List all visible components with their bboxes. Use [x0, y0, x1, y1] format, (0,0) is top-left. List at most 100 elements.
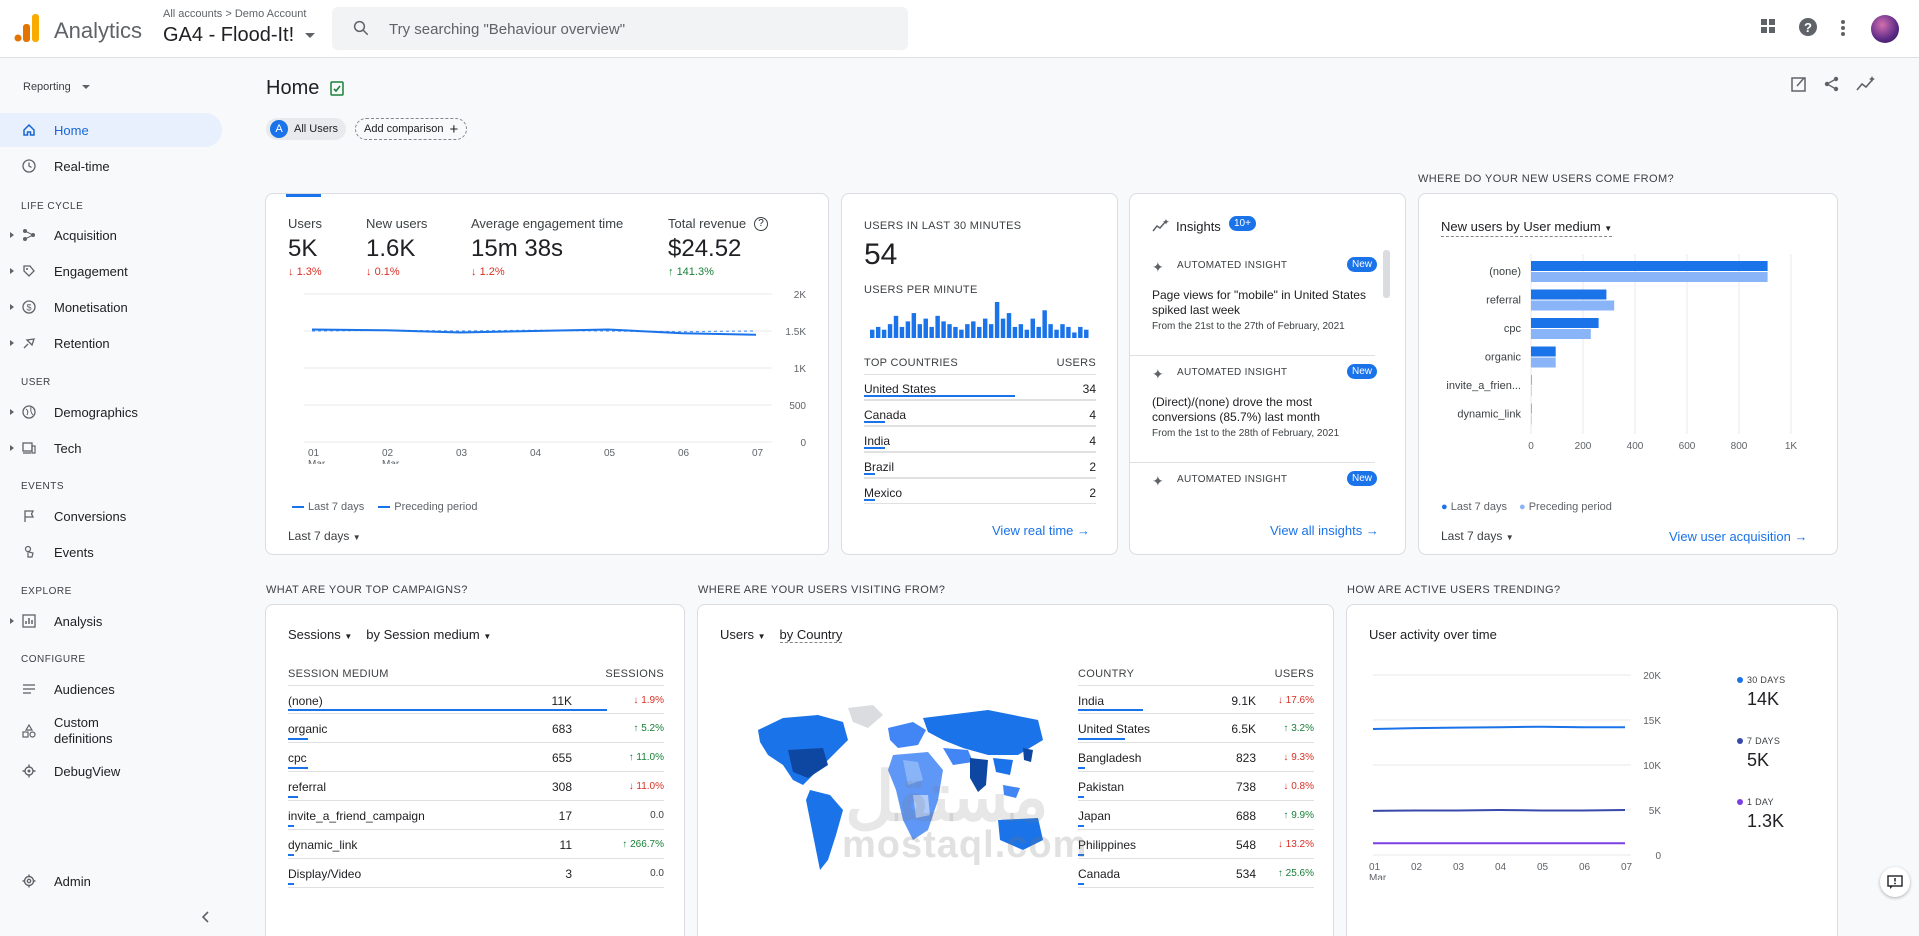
minute-bar[interactable]: [1072, 332, 1077, 338]
legend-entry[interactable]: 7 DAYS 5K: [1737, 732, 1780, 771]
sidebar-item-home[interactable]: Home: [0, 113, 222, 147]
table-row[interactable]: United States 6.5K ↑ 3.2%: [1078, 714, 1314, 743]
acquisition-date-range[interactable]: Last 7 days ▼: [1441, 529, 1514, 543]
minute-bar[interactable]: [971, 321, 976, 338]
table-row[interactable]: Display/Video 3 0.0: [288, 859, 664, 888]
expand-arrow-icon[interactable]: [10, 268, 14, 274]
expand-arrow-icon[interactable]: [10, 445, 14, 451]
bar-preceding-period[interactable]: [1531, 386, 1532, 396]
table-row[interactable]: (none) 11K ↓ 1.9%: [288, 685, 664, 714]
insight-item[interactable]: ✦ AUTOMATED INSIGHT New Page views for "mob…: [1130, 249, 1378, 356]
sidebar-item-monetisation[interactable]: $ Monetisation: [0, 290, 222, 324]
table-row[interactable]: Canada 534 ↑ 25.6%: [1078, 859, 1314, 888]
minute-bar[interactable]: [1060, 324, 1065, 338]
minute-bar[interactable]: [1054, 329, 1059, 338]
view-user-acquisition-link[interactable]: View user acquisition →: [1669, 529, 1808, 544]
minute-bar[interactable]: [923, 318, 928, 338]
expand-arrow-icon[interactable]: [10, 340, 14, 346]
minute-bar[interactable]: [881, 329, 887, 338]
table-row[interactable]: organic 683 ↑ 5.2%: [288, 714, 664, 743]
minute-bar[interactable]: [977, 326, 982, 338]
feedback-button[interactable]: [1880, 867, 1910, 897]
all-users-chip[interactable]: A All Users: [266, 118, 347, 140]
insight-item[interactable]: ✦ AUTOMATED INSIGHT New: [1130, 463, 1378, 554]
minute-bar[interactable]: [994, 302, 1000, 338]
minute-bar[interactable]: [1024, 329, 1030, 338]
sidebar-item-custom-definitions[interactable]: Custom definitions: [0, 710, 222, 750]
sidebar-item-conversions[interactable]: Conversions: [0, 499, 222, 533]
dimension-dropdown[interactable]: by Country: [779, 627, 843, 643]
avatar[interactable]: [1871, 15, 1899, 43]
help-icon[interactable]: ?: [1798, 17, 1818, 37]
bar-last-7-days[interactable]: [1531, 346, 1556, 357]
sidebar-item-retention[interactable]: Retention: [0, 326, 222, 360]
legend-entry[interactable]: 1 DAY 1.3K: [1737, 793, 1784, 832]
metric-3[interactable]: Total revenue $24.52 ↑ 141.3%?: [668, 216, 768, 278]
add-comparison-button[interactable]: Add comparison +: [355, 118, 468, 140]
bar-preceding-period[interactable]: [1531, 272, 1768, 282]
minute-bar[interactable]: [1000, 318, 1006, 338]
minute-bar[interactable]: [982, 318, 988, 338]
table-row[interactable]: India 9.1K ↓ 17.6%: [1078, 685, 1314, 714]
insights-scrollbar[interactable]: [1383, 250, 1390, 298]
sidebar-item-demographics[interactable]: Demographics: [0, 395, 222, 429]
table-row[interactable]: dynamic_link 11 ↑ 266.7%: [288, 830, 664, 859]
expand-arrow-icon[interactable]: [10, 618, 14, 624]
help-circle-icon[interactable]: ?: [754, 217, 768, 231]
insights-sparkle-icon[interactable]: [1856, 75, 1876, 93]
view-all-insights-link[interactable]: View all insights →: [1270, 523, 1379, 538]
minute-bar[interactable]: [1036, 326, 1041, 338]
table-row[interactable]: India 4: [864, 426, 1096, 452]
table-row[interactable]: Brazil 2: [864, 452, 1096, 478]
minute-bar[interactable]: [1066, 326, 1071, 338]
minute-bar[interactable]: [899, 326, 905, 338]
minute-bar[interactable]: [875, 326, 881, 338]
minute-bar[interactable]: [905, 321, 911, 338]
table-row[interactable]: Philippines 548 ↓ 13.2%: [1078, 830, 1314, 859]
legend-entry[interactable]: 30 DAYS 14K: [1737, 671, 1785, 710]
minute-bar[interactable]: [988, 324, 994, 338]
metric-2[interactable]: Average engagement time 15m 38s ↓ 1.2%: [471, 216, 623, 278]
dimension-dropdown[interactable]: by Session medium ▼: [366, 627, 491, 642]
sidebar-item-debugview[interactable]: DebugView: [0, 754, 222, 788]
metric-1[interactable]: New users 1.6K ↓ 0.1%: [366, 216, 427, 278]
minute-bar[interactable]: [1078, 326, 1083, 338]
minute-bar[interactable]: [1030, 318, 1035, 338]
insight-item[interactable]: ✦ AUTOMATED INSIGHT New (Direct)/(none) dro…: [1130, 356, 1378, 463]
expand-arrow-icon[interactable]: [10, 409, 14, 415]
bar-preceding-period[interactable]: [1531, 329, 1591, 339]
bar-preceding-period[interactable]: [1531, 357, 1556, 368]
verified-check-icon[interactable]: [329, 80, 345, 96]
metric-dropdown[interactable]: Users ▼: [720, 627, 766, 643]
sidebar-item-tech[interactable]: Tech: [0, 431, 222, 465]
sidebar-item-audiences[interactable]: Audiences: [0, 672, 222, 706]
minute-bar[interactable]: [1084, 329, 1089, 338]
share-icon[interactable]: [1823, 75, 1841, 93]
search-bar[interactable]: Try searching "Behaviour overview": [332, 7, 908, 50]
metric-dimension-dropdown[interactable]: New users by User medium ▼: [1441, 219, 1613, 237]
account-caret-icon[interactable]: [305, 33, 315, 38]
table-row[interactable]: Pakistan 738 ↓ 0.8%: [1078, 772, 1314, 801]
minute-bar[interactable]: [893, 315, 899, 338]
account-breadcrumb[interactable]: All accounts > Demo Account: [163, 8, 307, 20]
metric-dropdown[interactable]: Sessions ▼: [288, 627, 352, 642]
sidebar-item-analysis[interactable]: Analysis: [0, 604, 222, 638]
sidebar-item-events[interactable]: Events: [0, 535, 222, 569]
table-row[interactable]: Mexico 2: [864, 478, 1096, 504]
minute-bar[interactable]: [959, 329, 964, 338]
account-selector[interactable]: GA4 - Flood-It!: [163, 24, 295, 46]
table-row[interactable]: Canada 4: [864, 400, 1096, 426]
sidebar-item-realtime[interactable]: Real-time: [0, 149, 222, 183]
minute-bar[interactable]: [1006, 313, 1012, 338]
minute-bar[interactable]: [953, 326, 958, 338]
more-vert-icon[interactable]: [1840, 19, 1846, 37]
bar-last-7-days[interactable]: [1531, 375, 1532, 385]
table-row[interactable]: Bangladesh 823 ↓ 9.3%: [1078, 743, 1314, 772]
bar-preceding-period[interactable]: [1531, 414, 1532, 425]
minute-bar[interactable]: [929, 326, 934, 338]
minute-bar[interactable]: [1018, 324, 1024, 338]
expand-arrow-icon[interactable]: [10, 304, 14, 310]
table-row[interactable]: Japan 688 ↑ 9.9%: [1078, 801, 1314, 830]
view-real-time-link[interactable]: View real time →: [992, 523, 1090, 538]
minute-bar[interactable]: [870, 329, 875, 338]
